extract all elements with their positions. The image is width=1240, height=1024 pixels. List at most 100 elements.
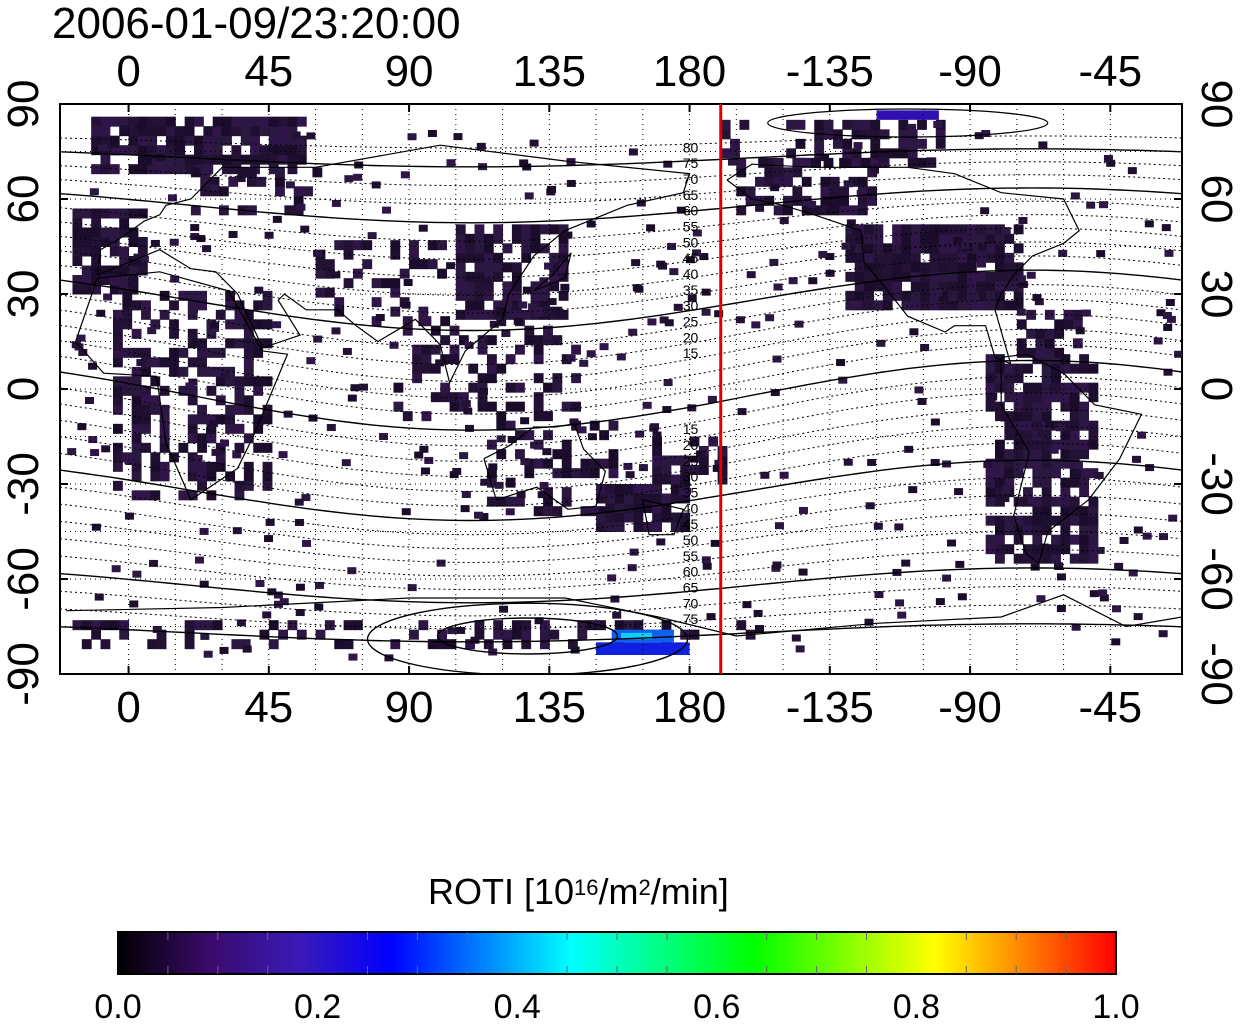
roti-cell: [98, 144, 108, 152]
roti-cell: [542, 448, 552, 456]
roti-cell: [150, 471, 161, 482]
roti-cell: [275, 167, 285, 178]
contour-mlat: [60, 512, 1182, 564]
roti-cell: [843, 458, 853, 466]
roti-cell: [1022, 525, 1032, 533]
roti-cell: [739, 119, 750, 130]
roti-cell: [857, 208, 867, 216]
lat-tick-label: 0: [1192, 377, 1240, 401]
roti-cell: [882, 281, 893, 292]
roti-cell: [91, 523, 101, 531]
contour-mlat: [60, 174, 1182, 205]
roti-cell: [1004, 271, 1015, 282]
roti-cell: [1004, 477, 1015, 488]
roti-cell: [935, 138, 946, 149]
roti-cell: [188, 378, 198, 386]
roti-cell: [521, 309, 532, 320]
roti-cell: [447, 627, 457, 635]
roti-cell: [347, 567, 357, 575]
roti-cell: [306, 357, 316, 365]
roti-cell: [147, 126, 158, 137]
roti-cell: [259, 116, 270, 127]
roti-cell: [930, 418, 940, 426]
roti-cell: [521, 224, 532, 235]
roti-cell: [995, 458, 1005, 469]
roti-cell: [676, 206, 686, 214]
roti-cell: [225, 471, 236, 482]
roti-cell: [131, 471, 142, 482]
roti-cell: [605, 512, 616, 523]
roti-cell: [1072, 338, 1083, 349]
roti-cell: [773, 157, 784, 168]
roti-cell: [957, 271, 968, 282]
roti-cell: [599, 506, 610, 517]
roti-cell: [953, 236, 963, 244]
roti-cell: [187, 452, 198, 463]
roti-cell: [141, 414, 151, 425]
roti-cell: [539, 224, 550, 235]
roti-cell: [412, 373, 423, 384]
roti-cell: [296, 629, 307, 640]
roti-cell: [418, 316, 429, 327]
roti-cell: [348, 653, 358, 661]
roti-cell: [137, 145, 148, 156]
roti-cell: [511, 620, 522, 631]
roti-cell: [437, 629, 447, 640]
roti-cell: [543, 306, 553, 317]
roti-cell: [190, 224, 200, 232]
roti-cell: [995, 544, 1005, 555]
roti-cell: [976, 281, 987, 292]
lat-tick-label: -90: [1192, 642, 1240, 706]
roti-cell: [240, 639, 251, 650]
roti-cell: [814, 148, 825, 159]
roti-cell: [234, 490, 245, 501]
roti-cell: [122, 300, 133, 311]
roti-cell: [1013, 281, 1024, 292]
roti-cell: [149, 559, 159, 567]
roti-cell: [558, 252, 569, 263]
roti-cell: [178, 490, 189, 501]
roti-cell: [203, 145, 214, 156]
roti-cell: [91, 145, 102, 156]
roti-cell: [493, 629, 504, 640]
roti-cell: [579, 359, 589, 367]
roti-cell: [77, 423, 87, 431]
roti-cell: [424, 456, 434, 464]
roti-cell: [200, 167, 211, 178]
roti-cell: [1088, 420, 1099, 431]
roti-cell: [649, 424, 659, 432]
roti-cell: [1041, 392, 1052, 403]
roti-cell: [558, 243, 569, 254]
roti-cell: [667, 242, 677, 250]
roti-cell: [502, 281, 513, 292]
roti-cell: [938, 224, 949, 235]
roti-cell: [222, 116, 232, 127]
roti-cell: [131, 423, 142, 434]
roti-cell: [232, 451, 242, 459]
roti-cell: [616, 353, 626, 361]
roti-cell: [294, 498, 304, 506]
roti-cell: [948, 262, 959, 273]
roti-cell: [938, 271, 949, 282]
roti-cell: [1162, 312, 1172, 320]
roti-cell: [468, 363, 479, 374]
roti-cell: [483, 233, 494, 244]
roti-cell: [860, 157, 871, 168]
roti-cell: [262, 442, 273, 453]
roti-cell: [483, 262, 494, 273]
roti-cell: [873, 252, 884, 263]
roti-cell: [607, 574, 617, 582]
roti-cell: [268, 620, 279, 631]
roti-cell: [864, 224, 874, 235]
roti-cell: [879, 129, 890, 140]
roti-cell: [141, 357, 151, 368]
roti-cell: [113, 451, 123, 459]
roti-cell: [159, 357, 170, 368]
roti-cell: [867, 195, 878, 206]
roti-cell: [460, 505, 470, 513]
roti-cell: [661, 503, 672, 513]
roti-cell: [742, 601, 752, 609]
roti-cell: [898, 148, 909, 159]
contour-label: 25: [683, 453, 699, 469]
roti-cell: [792, 167, 803, 178]
